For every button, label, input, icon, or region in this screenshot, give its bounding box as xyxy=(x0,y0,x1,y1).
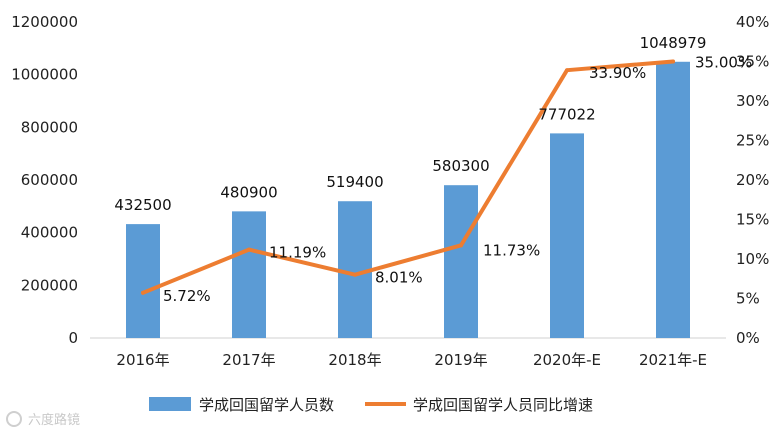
legend-label-bar: 学成回国留学人员数 xyxy=(199,396,334,414)
y-left-tick-label: 800000 xyxy=(21,118,78,136)
legend-swatch-bar xyxy=(149,397,191,411)
y-left-tick-label: 0 xyxy=(68,329,78,347)
bar-value-label: 432500 xyxy=(114,196,171,214)
y-right-tick-label: 15% xyxy=(736,211,769,229)
y-left-tick-label: 600000 xyxy=(21,171,78,189)
y-left-tick-label: 1000000 xyxy=(11,66,78,84)
line-value-label: 33.90% xyxy=(589,64,646,82)
line-series xyxy=(141,59,675,295)
y-left-tick-label: 1200000 xyxy=(11,13,78,31)
legend: 学成回国留学人员数 学成回国留学人员同比增速 xyxy=(149,396,593,414)
line-value-label: 11.73% xyxy=(483,241,540,259)
x-tick-label: 2019年 xyxy=(434,351,487,369)
y-right-tick-label: 5% xyxy=(736,290,760,308)
watermark: 六度路镜 xyxy=(6,411,80,428)
bar xyxy=(656,61,690,339)
y-right-tick-label: 25% xyxy=(736,132,769,150)
y-left-tick-label: 200000 xyxy=(21,276,78,294)
bar xyxy=(232,211,266,338)
line-point xyxy=(565,68,569,73)
right-axis: 0% 5% 10% 15% 20% 25% 30% 35% 40% xyxy=(736,13,769,347)
y-right-tick-label: 35% xyxy=(736,53,769,71)
x-tick-label: 2020年-E xyxy=(533,351,601,369)
legend-label-line: 学成回国留学人员同比增速 xyxy=(413,396,593,414)
bar-value-label: 1048979 xyxy=(640,34,707,52)
bar-value-label: 580300 xyxy=(432,157,489,175)
line-point xyxy=(353,272,357,277)
watermark-text: 六度路镜 xyxy=(28,412,80,428)
bar xyxy=(550,133,584,338)
line-point xyxy=(141,290,145,295)
x-tick-label: 2018年 xyxy=(328,351,381,369)
x-tick-label: 2021年-E xyxy=(639,351,707,369)
line-value-label: 11.19% xyxy=(269,244,326,262)
bar-data-labels: 432500 480900 519400 580300 777022 1048979 xyxy=(114,34,706,214)
bar xyxy=(444,185,478,338)
line-point xyxy=(671,59,675,64)
bar-value-label: 519400 xyxy=(326,173,383,191)
y-right-tick-label: 0% xyxy=(736,329,760,347)
x-tick-label: 2017年 xyxy=(222,351,275,369)
line-value-label: 35.00% xyxy=(695,54,752,72)
x-axis-categories: 2016年 2017年 2018年 2019年 2020年-E 2021年-E xyxy=(116,351,707,369)
growth-line xyxy=(141,59,675,295)
y-right-tick-label: 30% xyxy=(736,92,769,110)
y-left-tick-label: 400000 xyxy=(21,224,78,242)
line-value-label: 5.72% xyxy=(163,287,211,305)
line-data-labels: 5.72% 11.19% 8.01% 11.73% 33.90% 35.00% xyxy=(163,54,752,305)
y-right-tick-label: 10% xyxy=(736,250,769,268)
watermark-logo-icon xyxy=(6,411,22,427)
line-value-label: 8.01% xyxy=(375,269,423,287)
line-point xyxy=(459,243,463,248)
y-right-tick-label: 20% xyxy=(736,171,769,189)
y-right-tick-label: 40% xyxy=(736,13,769,31)
bar xyxy=(126,224,160,338)
bar-value-label: 777022 xyxy=(538,105,595,123)
x-tick-label: 2016年 xyxy=(116,351,169,369)
left-axis: 0 200000 400000 600000 800000 1000000 1200000 xyxy=(11,13,78,347)
bar-value-label: 480900 xyxy=(220,183,277,201)
line-point xyxy=(247,247,251,252)
